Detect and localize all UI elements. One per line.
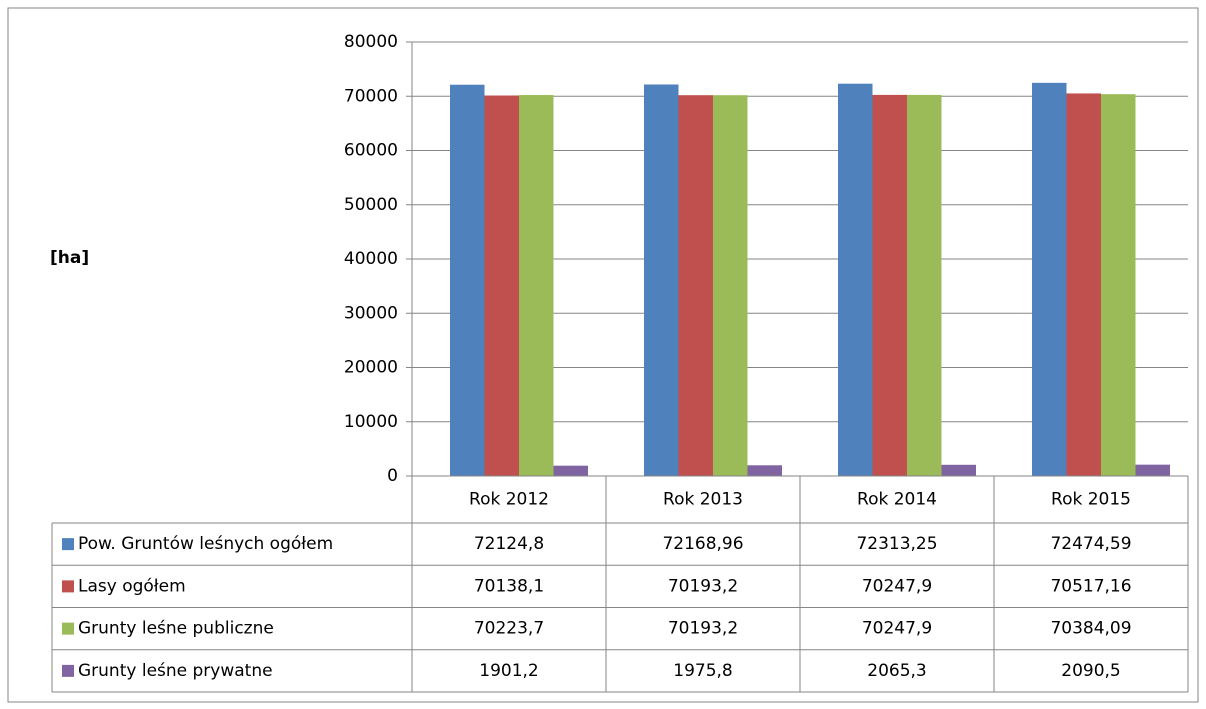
legend-label: Grunty leśne prywatne (78, 661, 273, 681)
bar (1101, 94, 1136, 476)
bar (747, 465, 782, 476)
data-label: 2065,3 (867, 661, 926, 681)
y-axis-label: [ha] (50, 248, 89, 268)
bar (1032, 82, 1067, 476)
x-tick-label: Rok 2013 (663, 490, 743, 510)
data-label: 70247,9 (862, 619, 932, 639)
y-tick-label: 70000 (344, 86, 398, 106)
y-tick-label: 20000 (344, 358, 398, 378)
y-tick-label: 40000 (344, 249, 398, 269)
data-label: 70193,2 (668, 576, 738, 596)
legend-label: Pow. Gruntów leśnych ogółem (78, 534, 333, 554)
y-tick-label: 60000 (344, 141, 398, 161)
bar (644, 84, 679, 476)
bar (713, 95, 748, 476)
y-tick-label: 50000 (344, 195, 398, 215)
y-tick-label: 10000 (344, 412, 398, 432)
data-label: 70138,1 (474, 576, 544, 596)
bar (872, 94, 907, 476)
y-tick-label: 80000 (344, 32, 398, 52)
bar (941, 464, 976, 476)
data-label: 70193,2 (668, 619, 738, 639)
data-label: 72313,25 (856, 534, 937, 554)
y-tick-label: 30000 (344, 303, 398, 323)
data-label: 70517,16 (1050, 576, 1131, 596)
data-label: 1975,8 (673, 661, 732, 681)
bar (1066, 93, 1101, 477)
x-tick-label: Rok 2015 (1051, 490, 1131, 510)
data-label: 72168,96 (662, 534, 743, 554)
bar (519, 95, 554, 476)
x-tick-label: Rok 2014 (857, 490, 937, 510)
bar (838, 83, 873, 476)
data-label: 70223,7 (474, 619, 544, 639)
data-label: 1901,2 (479, 661, 538, 681)
data-label: 72474,59 (1050, 534, 1131, 554)
bar (907, 94, 942, 476)
legend-key (62, 664, 74, 677)
legend-key (62, 580, 74, 593)
legend-key (62, 622, 74, 635)
x-tick-label: Rok 2012 (469, 490, 549, 510)
bar (450, 84, 485, 476)
bar (553, 465, 588, 476)
legend-key (62, 538, 74, 551)
data-label: 70384,09 (1050, 619, 1131, 639)
data-label: 2090,5 (1061, 661, 1120, 681)
bar (678, 95, 713, 476)
legend-label: Grunty leśne publiczne (78, 619, 274, 639)
data-label: 70247,9 (862, 576, 932, 596)
y-tick-label: 0 (387, 466, 398, 486)
bar (484, 95, 519, 477)
chart-border (7, 7, 1199, 703)
bar (1135, 464, 1170, 476)
legend-label: Lasy ogółem (78, 576, 186, 596)
data-label: 72124,8 (474, 534, 544, 554)
